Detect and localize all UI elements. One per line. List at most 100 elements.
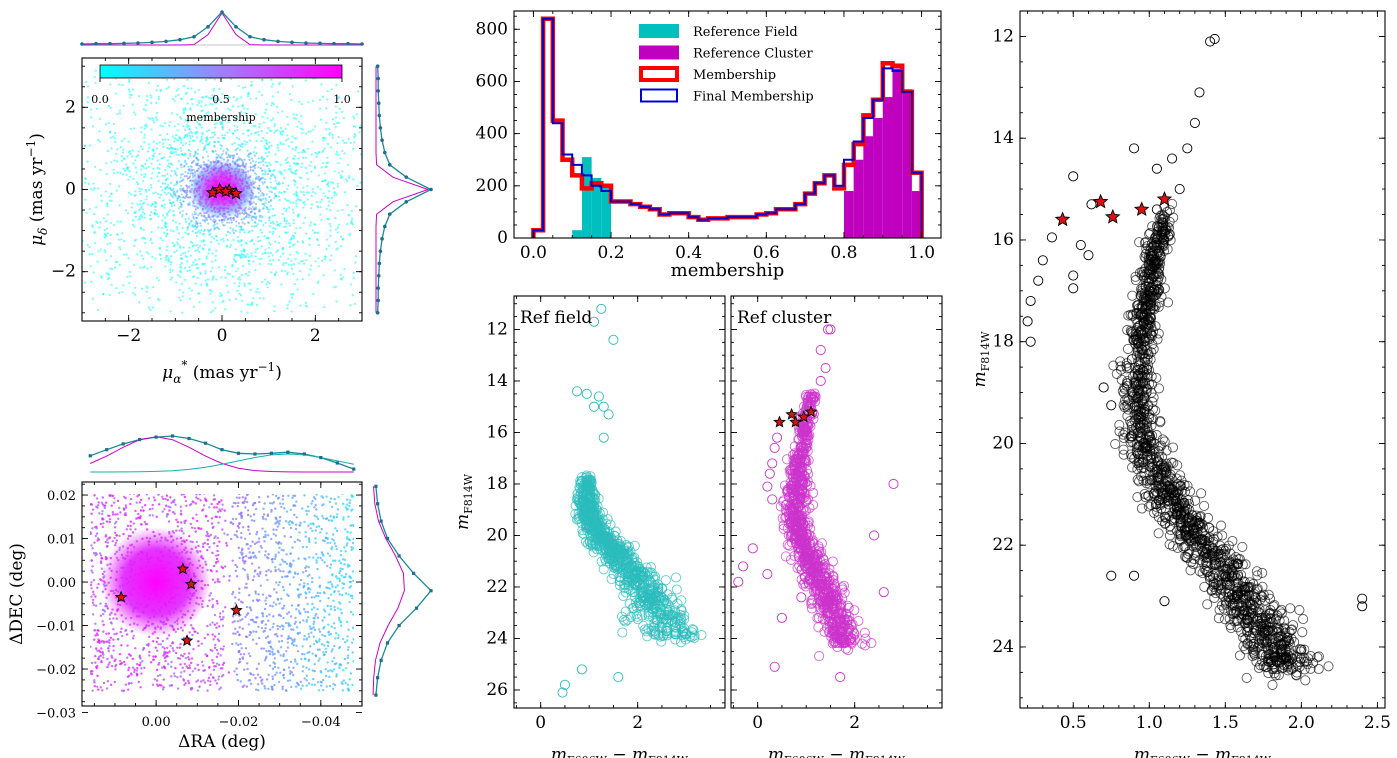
pm-field-point — [188, 287, 191, 290]
pm-field-point — [129, 175, 132, 178]
sky-point — [234, 602, 237, 605]
sky-point — [184, 682, 187, 685]
pm-field-point — [269, 204, 272, 207]
pm-field-point — [250, 252, 253, 255]
sky-point — [141, 506, 144, 509]
pm-field-point — [113, 266, 117, 269]
sky-point — [112, 628, 115, 631]
sky-point — [328, 587, 331, 590]
pm-field-point — [305, 305, 308, 308]
sky-point — [320, 527, 323, 531]
pm-cluster-point — [240, 186, 243, 190]
pm-field-point — [164, 179, 167, 182]
pm-field-point — [198, 292, 201, 295]
pm-field-point — [173, 140, 176, 143]
pm-field-point — [108, 195, 111, 198]
pm-field-point — [278, 191, 281, 194]
pm-cluster-point — [209, 170, 213, 174]
pm-field-point — [303, 200, 306, 203]
sky-point — [303, 653, 306, 656]
pm-field-point — [315, 200, 318, 204]
pm-cluster-point — [247, 170, 250, 173]
pm-cluster-point — [218, 219, 221, 222]
sky-point — [292, 643, 295, 647]
pm-field-point — [289, 241, 292, 244]
sky-point — [133, 670, 136, 674]
pm-cluster-point — [204, 216, 207, 219]
sky-point — [297, 594, 300, 598]
pm-right-hist-point — [380, 138, 384, 142]
pm-field-point — [211, 136, 215, 139]
pm-field-point — [96, 308, 100, 312]
pm-field-point — [330, 254, 333, 257]
pm-right-hist-point — [387, 212, 392, 216]
pm-cluster-point — [240, 202, 243, 205]
pm-field-point — [178, 296, 181, 299]
pm-field-point — [174, 150, 178, 153]
pm-field-point — [84, 80, 88, 84]
sky-point — [268, 604, 272, 607]
pm-cluster-point — [226, 218, 229, 221]
pm-field-point — [219, 147, 223, 150]
sky-point — [321, 559, 324, 562]
pm-field-point — [340, 278, 343, 281]
pm-field-point — [307, 130, 310, 133]
pm-cluster-point — [188, 185, 191, 188]
pm-cluster-point — [202, 240, 205, 243]
pm-field-point — [146, 99, 149, 102]
sky-point — [266, 534, 270, 537]
pm-field-point — [171, 196, 175, 199]
pm-field-point — [139, 207, 142, 210]
pm-field-point — [240, 96, 243, 99]
pm-field-point — [287, 184, 290, 187]
pm-field-point — [221, 126, 224, 129]
pm-field-point — [327, 181, 330, 184]
pm-field-point — [211, 309, 215, 312]
pm-cluster-point — [207, 172, 210, 175]
pm-field-point — [234, 99, 238, 102]
sky-point — [278, 491, 280, 493]
pm-cluster-point — [217, 170, 221, 173]
sky-point — [200, 642, 204, 645]
pm-cluster-point — [214, 163, 218, 166]
pm-field-point — [215, 122, 218, 125]
sky-point — [263, 659, 267, 662]
pm-field-point — [341, 208, 344, 212]
pm-cluster-point — [233, 170, 236, 173]
pm-field-point — [177, 93, 180, 97]
sky-point — [106, 640, 109, 643]
pm-field-point — [269, 177, 272, 180]
pm-field-point — [336, 209, 340, 213]
pm-cluster-point — [249, 169, 252, 172]
sky-point — [126, 524, 130, 528]
sky-point — [268, 501, 272, 505]
sky-point — [312, 606, 316, 609]
pm-field-point — [326, 89, 329, 93]
sky-point — [93, 685, 97, 688]
pm-cluster-point — [221, 218, 224, 222]
pm-field-point — [134, 113, 137, 116]
pm-field-point — [292, 236, 296, 240]
sky-point — [191, 517, 195, 520]
pm-field-point — [107, 121, 110, 125]
pm-field-point — [164, 256, 167, 259]
sky-point — [320, 495, 323, 498]
pm-field-point — [326, 98, 329, 101]
pm-field-point — [196, 148, 199, 151]
pm-field-point — [275, 250, 278, 253]
pm-field-point — [326, 156, 329, 159]
sky-point — [100, 487, 102, 489]
pm-cluster-point — [232, 182, 235, 185]
pm-field-point — [336, 141, 339, 145]
pm-field-point — [122, 284, 125, 287]
pm-cluster-point — [210, 180, 213, 183]
pm-field-point — [228, 231, 232, 235]
sky-point — [120, 661, 124, 665]
sky-point — [110, 622, 113, 625]
sky-point — [247, 652, 251, 655]
pm-field-point — [148, 146, 151, 149]
sky-point — [122, 532, 125, 536]
sky-point — [317, 628, 321, 631]
pm-field-point — [142, 266, 145, 269]
sky-point — [91, 527, 94, 530]
